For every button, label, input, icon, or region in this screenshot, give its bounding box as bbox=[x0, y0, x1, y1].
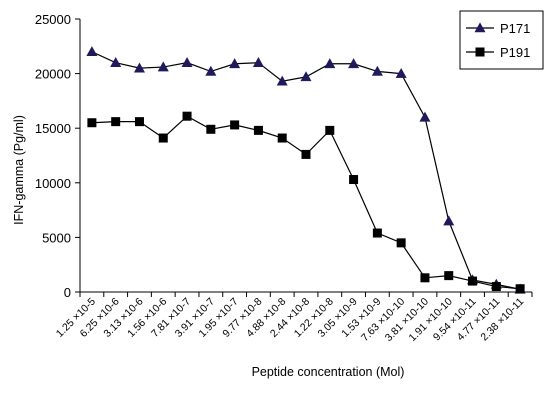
data-point-p171 bbox=[300, 71, 312, 82]
legend-label: P171 bbox=[500, 21, 530, 36]
data-point-p191 bbox=[420, 273, 430, 283]
y-tick-label: 15000 bbox=[35, 121, 71, 136]
data-point-p171 bbox=[133, 62, 145, 73]
data-point-p191 bbox=[372, 228, 382, 238]
data-point-p191 bbox=[134, 117, 144, 127]
legend: P171 P191 bbox=[459, 10, 544, 70]
series-line-p171 bbox=[91, 51, 521, 290]
data-point-p191 bbox=[111, 117, 121, 127]
data-point-p191 bbox=[444, 271, 454, 281]
data-point-p171 bbox=[181, 57, 193, 67]
data-point-p171 bbox=[157, 61, 169, 72]
data-point-p191 bbox=[158, 133, 168, 143]
data-point-p191 bbox=[301, 149, 311, 159]
data-point-p171 bbox=[395, 67, 407, 78]
data-point-p191 bbox=[349, 175, 359, 185]
data-point-p171 bbox=[86, 46, 98, 57]
legend-marker-p171 bbox=[474, 22, 486, 33]
data-point-p191 bbox=[325, 125, 335, 135]
data-point-p191 bbox=[277, 133, 287, 143]
legend-label: P191 bbox=[500, 45, 530, 60]
data-point-p191 bbox=[491, 282, 501, 292]
legend-box bbox=[459, 10, 544, 70]
data-point-p171 bbox=[324, 58, 336, 69]
series-line-p191 bbox=[91, 115, 521, 290]
series-p191 bbox=[87, 111, 525, 294]
y-tick-label: 20000 bbox=[35, 67, 71, 82]
y-tick-label: 10000 bbox=[35, 176, 71, 191]
data-point-p191 bbox=[230, 120, 240, 130]
y-axis-title: IFN-gamma (Pg/ml) bbox=[12, 115, 26, 225]
data-point-p191 bbox=[206, 124, 216, 134]
legend-marker-p191 bbox=[475, 47, 485, 57]
data-point-p171 bbox=[419, 111, 431, 122]
data-point-p171 bbox=[276, 75, 288, 86]
data-point-p171 bbox=[205, 65, 217, 76]
y-tick-label: 25000 bbox=[35, 12, 71, 27]
x-axis: 1.25 ×10-56.25 ×10-63.13 ×10-61.56 ×10-6… bbox=[54, 291, 533, 344]
data-point-p191 bbox=[515, 284, 525, 294]
data-point-p171 bbox=[110, 57, 122, 67]
legend-item-p171: P171 bbox=[466, 21, 530, 36]
legend-item-p191: P191 bbox=[466, 45, 530, 60]
data-point-p191 bbox=[468, 276, 478, 286]
data-point-p191 bbox=[87, 118, 97, 128]
series-group bbox=[86, 46, 526, 294]
y-tick-label: 5000 bbox=[42, 230, 71, 245]
data-point-p171 bbox=[443, 215, 455, 226]
data-point-p171 bbox=[229, 58, 241, 69]
series-p171 bbox=[86, 46, 526, 294]
data-point-p171 bbox=[252, 57, 264, 67]
data-point-p171 bbox=[348, 58, 360, 69]
y-axis: 0 5000 10000 15000 20000 25000 bbox=[35, 12, 81, 300]
x-axis-title: Peptide concentration (Mol) bbox=[252, 365, 405, 379]
data-point-p191 bbox=[182, 111, 192, 121]
data-point-p171 bbox=[371, 65, 383, 76]
data-point-p191 bbox=[253, 125, 263, 135]
y-tick-label: 0 bbox=[64, 285, 71, 300]
data-point-p191 bbox=[396, 238, 406, 248]
